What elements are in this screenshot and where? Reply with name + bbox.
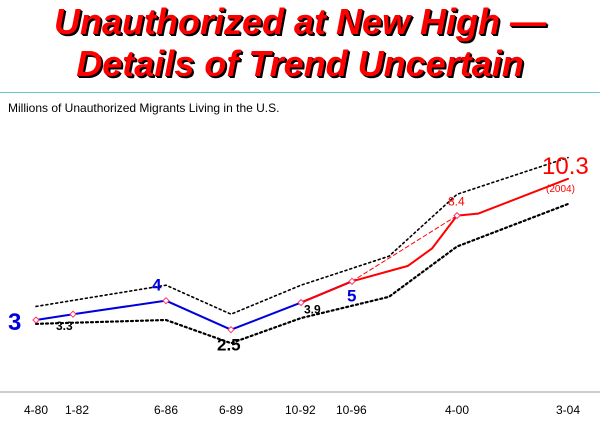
data-point-marker bbox=[69, 310, 77, 318]
chart-title-line-2: Details of Trend Uncertain bbox=[76, 43, 524, 84]
series-line-red bbox=[300, 177, 569, 304]
x-tick-label: 4-80 bbox=[24, 403, 48, 417]
x-tick-label: 3-04 bbox=[556, 403, 580, 417]
x-tick-label: 1-82 bbox=[65, 403, 89, 417]
x-tick-label: 4-00 bbox=[445, 403, 469, 417]
data-point-marker bbox=[162, 296, 170, 305]
lower-bound-line bbox=[34, 202, 570, 345]
x-tick-label: 10-92 bbox=[285, 403, 316, 417]
data-point-marker bbox=[227, 325, 235, 334]
data-label: 3.3 bbox=[56, 319, 73, 333]
data-point-marker bbox=[453, 211, 461, 220]
y-axis-label: Millions of Unauthorized Migrants Living… bbox=[8, 101, 279, 115]
data-label: 3.9 bbox=[304, 303, 321, 317]
x-tick-label: 10-96 bbox=[336, 403, 367, 417]
chart-title-line-1: Unauthorized at New High — bbox=[53, 1, 546, 42]
data-label: 3 bbox=[8, 309, 21, 336]
data-label: 2.5 bbox=[217, 336, 241, 355]
data-point-marker bbox=[297, 298, 305, 307]
x-tick-label: 6-86 bbox=[154, 403, 178, 417]
data-labels: 3 3.3 4 2.5 3.9 5 8.4 10.3 (2004) bbox=[8, 153, 589, 355]
data-label: (2004) bbox=[546, 184, 575, 195]
data-markers bbox=[32, 211, 461, 334]
trend-line-dashed bbox=[351, 215, 458, 282]
title-divider bbox=[0, 92, 600, 93]
data-label: 4 bbox=[152, 276, 162, 295]
data-label: 5 bbox=[347, 286, 356, 305]
upper-bound-line bbox=[35, 156, 569, 316]
uncertainty-bounds bbox=[34, 156, 570, 345]
data-point-marker bbox=[348, 277, 356, 286]
data-label: 8.4 bbox=[448, 195, 465, 209]
series-lines bbox=[35, 177, 569, 331]
x-tick-label: 6-89 bbox=[219, 403, 243, 417]
data-label: 10.3 bbox=[542, 153, 589, 180]
data-point-marker bbox=[32, 316, 40, 324]
x-tick-labels: 4-80 1-82 6-86 6-89 10-92 10-96 4-00 3-04 bbox=[24, 403, 580, 417]
